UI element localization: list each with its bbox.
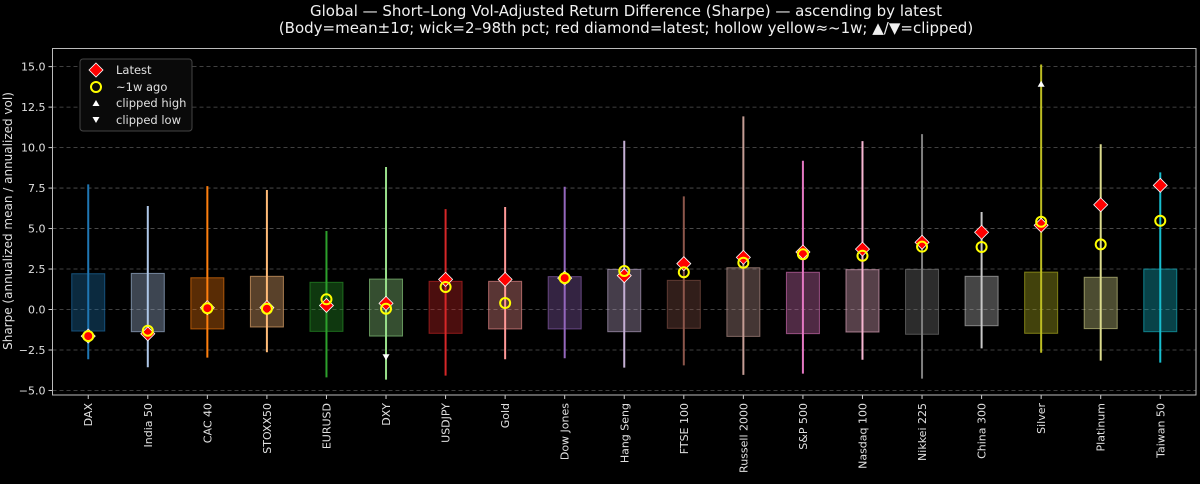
x-tick-label: CAC 40 bbox=[201, 403, 214, 443]
week-ago-circle bbox=[141, 324, 154, 337]
grid bbox=[52, 66, 1196, 391]
y-ticks: −5.0 −2.5 0.0 2.5 5.0 7.5 10.0 12.5 15.0 bbox=[19, 61, 53, 397]
week-ago-circle bbox=[1154, 214, 1167, 227]
y-tick-label: 5.0 bbox=[28, 223, 46, 236]
y-tick-label: 12.5 bbox=[21, 101, 46, 114]
x-tick-label: Nikkei 225 bbox=[916, 403, 929, 461]
clipped-low-marker bbox=[382, 354, 390, 361]
x-tick-label: Silver bbox=[1035, 403, 1048, 434]
legend: Latest ~1w ago clipped high clipped low bbox=[79, 58, 193, 132]
latest-diamond bbox=[1152, 177, 1168, 193]
y-tick-label: 2.5 bbox=[28, 263, 46, 276]
x-tick-label: Platinum bbox=[1095, 403, 1108, 451]
week-ago-circle bbox=[975, 241, 988, 254]
x-tick-label: China 300 bbox=[976, 403, 989, 459]
x-tick-label: DXY bbox=[380, 403, 393, 426]
legend-triangle-down-icon bbox=[92, 117, 100, 123]
x-tick-label: Dow Jones bbox=[559, 403, 572, 460]
week-ago-circle bbox=[320, 293, 333, 306]
week-ago-circle bbox=[677, 266, 690, 279]
x-tick-label: S&P 500 bbox=[797, 403, 810, 450]
x-tick-label: Hang Seng bbox=[618, 403, 631, 463]
y-tick-label: −5.0 bbox=[19, 384, 46, 397]
latest-diamond bbox=[676, 256, 692, 272]
legend-triangle-up-icon bbox=[92, 100, 100, 106]
week-ago-circle bbox=[796, 248, 809, 261]
week-ago-circle bbox=[499, 297, 512, 310]
y-tick-label: 10.0 bbox=[21, 142, 46, 155]
week-ago-circle bbox=[558, 272, 571, 285]
legend-label-latest: Latest bbox=[116, 63, 152, 77]
week-ago-circle bbox=[439, 281, 452, 294]
x-tick-label: STOXX50 bbox=[261, 403, 274, 454]
clipped-high-marker bbox=[1037, 80, 1045, 87]
week-ago-circle bbox=[737, 256, 750, 269]
y-tick-label: 7.5 bbox=[28, 182, 46, 195]
week-ago-circle bbox=[618, 264, 631, 277]
x-tick-label: FTSE 100 bbox=[678, 403, 691, 454]
y-tick-label: 15.0 bbox=[21, 61, 46, 74]
legend-diamond-icon bbox=[88, 62, 104, 78]
plot-frame bbox=[52, 48, 1197, 396]
y-tick-label: −2.5 bbox=[19, 344, 46, 357]
week-ago-circle bbox=[856, 249, 869, 262]
chart-title-line2: (Body=mean±1σ; wick=2–98th pct; red diam… bbox=[279, 19, 973, 37]
chart-title-line1: Global — Short–Long Vol-Adjusted Return … bbox=[310, 2, 942, 20]
week-ago-circle bbox=[1035, 215, 1048, 228]
x-tick-label: India 50 bbox=[142, 403, 155, 448]
x-tick-label: Nasdaq 100 bbox=[856, 403, 869, 469]
x-tick-label: EURUSD bbox=[320, 403, 333, 449]
legend-label-week-ago: ~1w ago bbox=[116, 80, 167, 94]
week-ago-circle bbox=[82, 330, 95, 343]
x-ticks: DAX India 50 CAC 40 STOXX50 EURUSD DXY USDJPY G… bbox=[82, 395, 1167, 473]
latest-diamond bbox=[854, 241, 871, 257]
x-tick-label: DAX bbox=[82, 403, 95, 427]
latest-diamond bbox=[497, 271, 513, 287]
x-tick-label: Taiwan 50 bbox=[1154, 403, 1167, 459]
week-ago-circle bbox=[1094, 238, 1107, 251]
x-tick-label: Gold bbox=[499, 403, 512, 428]
y-axis-label: Sharpe (annualized mean / annualized vol… bbox=[1, 92, 15, 350]
legend-label-clipped-low: clipped low bbox=[116, 113, 181, 127]
legend-label-clipped-high: clipped high bbox=[116, 96, 186, 110]
week-ago-circle bbox=[201, 302, 214, 315]
x-tick-label: USDJPY bbox=[440, 403, 453, 443]
y-tick-label: 0.0 bbox=[28, 304, 46, 317]
latest-diamond bbox=[1093, 197, 1109, 213]
week-ago-circle bbox=[260, 302, 273, 315]
x-tick-label: Russell 2000 bbox=[737, 403, 750, 473]
legend-circle-icon bbox=[90, 81, 102, 93]
week-ago-circle bbox=[380, 302, 393, 315]
latest-diamond bbox=[974, 224, 990, 240]
week-ago-circle bbox=[916, 240, 929, 253]
marks bbox=[71, 64, 1178, 380]
